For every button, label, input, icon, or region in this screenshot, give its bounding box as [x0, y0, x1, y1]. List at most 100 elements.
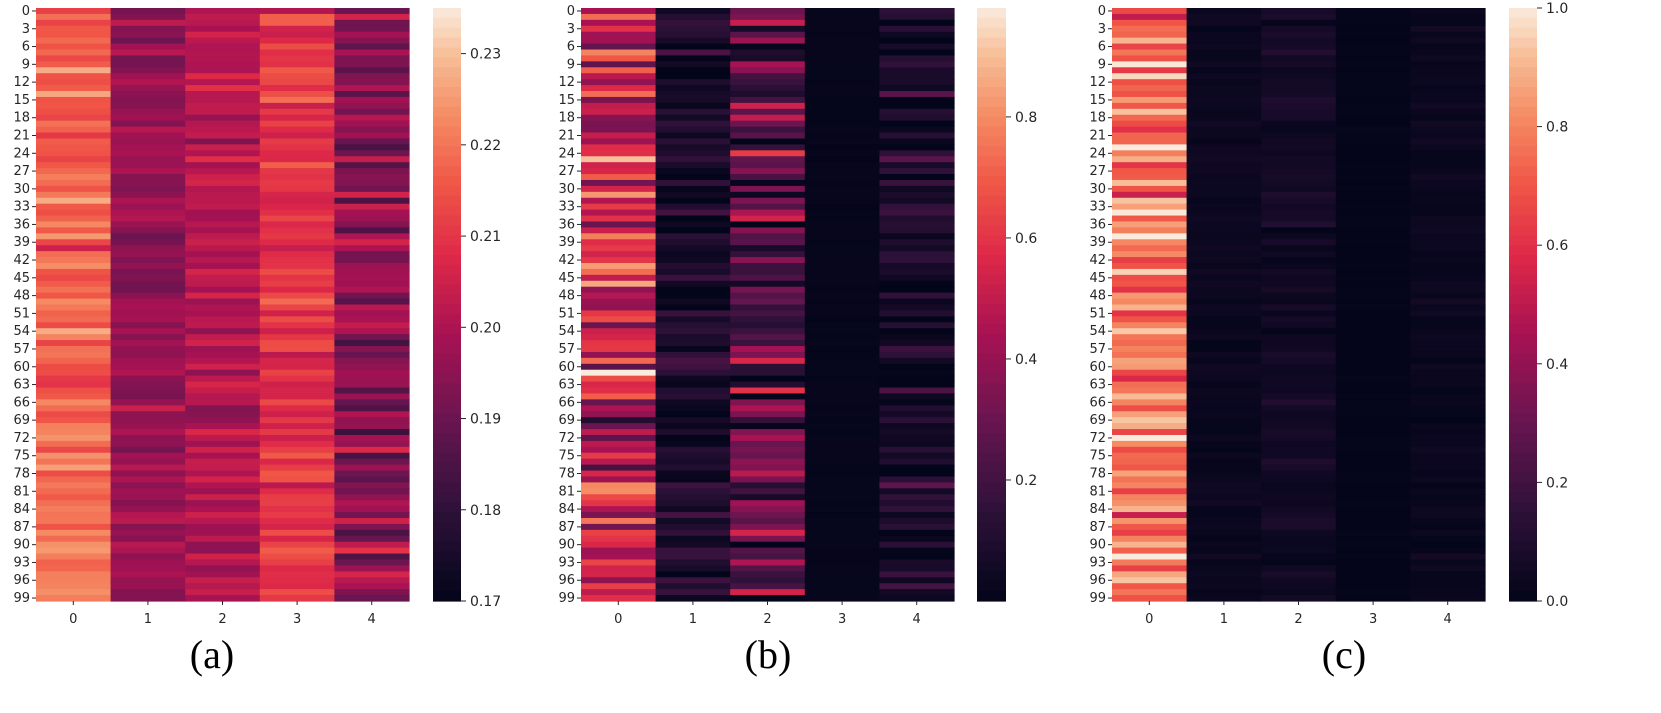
- y-tick-label: 84: [13, 502, 30, 517]
- heatmap-cell: [879, 517, 955, 525]
- heatmap-cell: [334, 221, 410, 229]
- colorbar-segment: [433, 96, 461, 108]
- heatmap-cell: [1112, 488, 1188, 495]
- heatmap-cell: [1410, 375, 1486, 383]
- heatmap-cell: [185, 120, 261, 128]
- heatmap-cell: [1186, 595, 1262, 602]
- heatmap-cell: [581, 589, 657, 596]
- heatmap-cell: [1410, 262, 1486, 270]
- heatmap-cell: [879, 221, 955, 229]
- heatmap-cell: [1112, 114, 1188, 122]
- heatmap-cell: [655, 132, 731, 140]
- colorbar-tick-label: 0.21: [470, 229, 501, 245]
- heatmap-cell: [259, 67, 335, 74]
- heatmap-cell: [110, 595, 186, 602]
- heatmap-cell: [334, 423, 410, 430]
- heatmap-cell: [334, 589, 410, 596]
- heatmap-cell: [879, 577, 955, 584]
- heatmap-cell: [36, 393, 112, 400]
- colorbar-segment: [977, 225, 1006, 236]
- heatmap-cell: [110, 411, 186, 418]
- colorbar-segment: [1509, 8, 1537, 19]
- heatmap-cell: [581, 310, 657, 317]
- heatmap-cell: [334, 37, 410, 45]
- colorbar-segment: [1509, 423, 1537, 434]
- heatmap-cell: [655, 292, 731, 300]
- heatmap-cell: [110, 440, 186, 448]
- heatmap-cell: [110, 340, 186, 347]
- heatmap-cell: [655, 565, 731, 572]
- heatmap-cell: [36, 179, 112, 187]
- heatmap-cell: [334, 559, 410, 567]
- heatmap-cell: [879, 138, 955, 145]
- heatmap-cell: [110, 85, 186, 92]
- heatmap-cell: [36, 150, 112, 157]
- heatmap-cell: [259, 239, 335, 246]
- heatmap-cell: [334, 535, 410, 543]
- heatmap-cell: [1335, 535, 1411, 543]
- y-tick-label: 60: [13, 360, 30, 375]
- colorbar-segment: [1509, 166, 1537, 177]
- heatmap-cell: [1186, 239, 1262, 246]
- y-tick-label: 75: [1089, 449, 1106, 464]
- heatmap-cell: [655, 446, 731, 454]
- heatmap-cell: [581, 120, 657, 128]
- heatmap-cell: [655, 257, 731, 264]
- heatmap-cell: [1112, 470, 1188, 478]
- heatmap-cell: [1335, 304, 1411, 312]
- y-tick-label: 87: [1089, 520, 1106, 535]
- heatmap-cell: [581, 25, 657, 33]
- colorbar-segment: [1509, 225, 1537, 236]
- heatmap-cell: [36, 96, 112, 104]
- heatmap-cell: [804, 488, 880, 495]
- heatmap-cell: [185, 67, 261, 74]
- heatmap-cell: [1186, 470, 1262, 478]
- colorbar-segment: [977, 166, 1006, 177]
- heatmap-cell: [36, 517, 112, 525]
- heatmap-cell: [259, 85, 335, 92]
- heatmap-cell: [1410, 434, 1486, 442]
- heatmap-cell: [730, 85, 806, 92]
- heatmap-cell: [1335, 381, 1411, 389]
- heatmap-cell: [804, 114, 880, 122]
- heatmap-cell: [110, 429, 186, 436]
- heatmap-cell: [1186, 286, 1262, 294]
- heatmap-cell: [1112, 8, 1188, 15]
- y-tick-label: 36: [558, 217, 575, 232]
- heatmap-cell: [804, 102, 880, 110]
- heatmap-cell: [1410, 85, 1486, 92]
- heatmap-cell: [1112, 257, 1188, 264]
- heatmap-cell: [1261, 375, 1337, 383]
- heatmap-cell: [1410, 310, 1486, 317]
- heatmap-cell: [259, 523, 335, 531]
- heatmap-cell: [1261, 43, 1337, 51]
- heatmap-cell: [730, 494, 806, 501]
- heatmap-cell: [1186, 577, 1262, 584]
- heatmap-cell: [36, 565, 112, 572]
- heatmap-cell: [655, 547, 731, 555]
- heatmap-cell: [1112, 500, 1188, 507]
- colorbar-segment: [977, 571, 1006, 582]
- heatmap-cell: [804, 351, 880, 359]
- heatmap-cell: [1335, 346, 1411, 353]
- heatmap-cell: [36, 227, 112, 234]
- colorbar-segment: [433, 185, 461, 197]
- colorbar-segment: [977, 531, 1006, 543]
- heatmap-cell: [879, 334, 955, 341]
- heatmap-cell: [1335, 440, 1411, 448]
- heatmap-cell: [110, 67, 186, 74]
- heatmap-cell: [36, 512, 112, 519]
- heatmap-cell: [259, 381, 335, 389]
- heatmap-cell: [1410, 162, 1486, 169]
- colorbar-segment: [433, 77, 461, 88]
- heatmap-cell: [110, 274, 186, 282]
- heatmap-cell: [36, 357, 112, 365]
- heatmap-cell: [334, 440, 410, 448]
- heatmap-cell: [334, 541, 410, 549]
- heatmap-cell: [655, 233, 731, 240]
- heatmap-cell: [1261, 268, 1337, 276]
- heatmap-cell: [110, 583, 186, 590]
- heatmap-cell: [1335, 31, 1411, 39]
- colorbar-segment: [1509, 591, 1537, 602]
- heatmap-cell: [730, 132, 806, 140]
